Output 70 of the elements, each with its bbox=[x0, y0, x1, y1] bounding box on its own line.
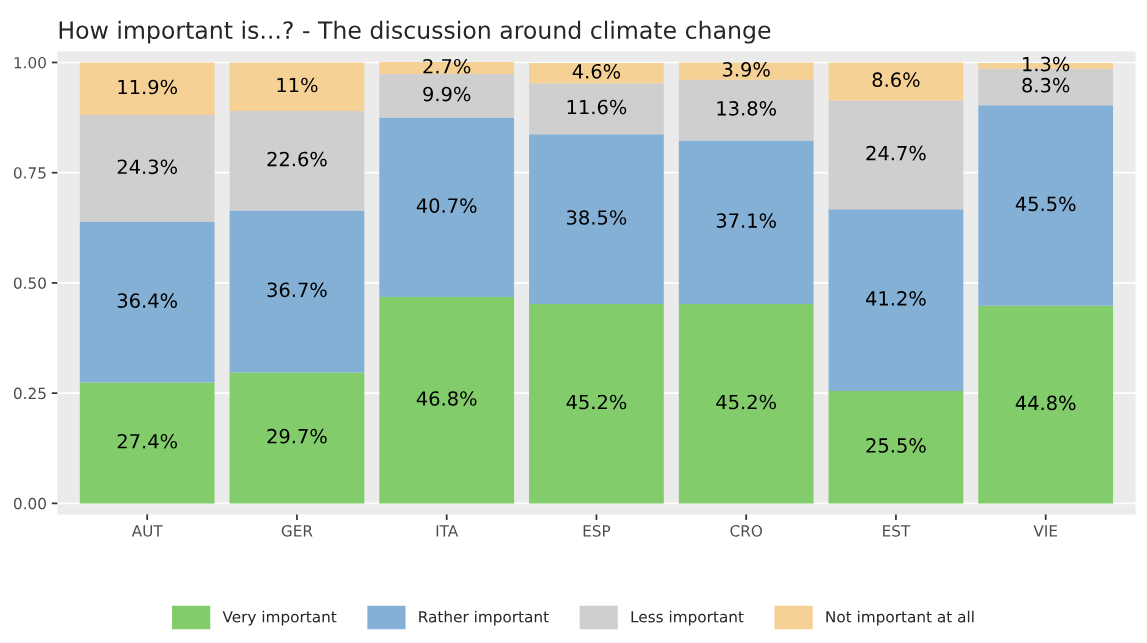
x-tick-label: CRO bbox=[730, 525, 762, 537]
x-tick-label: ESP bbox=[583, 525, 611, 537]
bar bbox=[79, 382, 215, 504]
bar bbox=[978, 305, 1114, 504]
legend-label: Rather important bbox=[419, 610, 549, 626]
data-label: 3.9% bbox=[722, 61, 770, 77]
data-label: 9.9% bbox=[423, 86, 471, 102]
data-label: 11.9% bbox=[118, 79, 178, 95]
data-label: 44.8% bbox=[1015, 395, 1076, 411]
x-tick-label: AUT bbox=[131, 525, 163, 537]
y-tick-label: 0.75 bbox=[13, 167, 46, 179]
bar bbox=[229, 210, 365, 373]
bar bbox=[828, 390, 964, 504]
y-tick-label: 0.00 bbox=[13, 497, 46, 510]
data-label: 38.5% bbox=[567, 210, 627, 225]
data-label: 36.7% bbox=[267, 282, 327, 298]
bar bbox=[79, 62, 215, 115]
data-label: 45.5% bbox=[1015, 196, 1076, 212]
x-tick-label: EST bbox=[883, 525, 911, 537]
bar bbox=[379, 117, 515, 298]
y-tick-label: 1.00 bbox=[14, 56, 46, 69]
data-label: 22.6% bbox=[267, 151, 327, 167]
bar bbox=[229, 110, 365, 211]
data-label: 36.4% bbox=[117, 293, 178, 308]
bar bbox=[379, 73, 515, 118]
bar bbox=[229, 62, 365, 111]
bar bbox=[978, 105, 1114, 306]
data-label: 11.6% bbox=[567, 99, 627, 115]
data-label: 1.3% bbox=[1023, 56, 1070, 72]
bar bbox=[828, 62, 964, 101]
bar bbox=[379, 297, 515, 504]
y-tick-label: 0.25 bbox=[13, 387, 46, 400]
data-label: 41.2% bbox=[866, 291, 926, 306]
bar bbox=[229, 372, 365, 504]
bar bbox=[79, 222, 215, 383]
data-label: 27.4% bbox=[117, 433, 178, 449]
data-label: 8.6% bbox=[872, 72, 920, 88]
legend-label: Not important at all bbox=[826, 610, 974, 626]
bar bbox=[79, 114, 215, 223]
data-label: 37.1% bbox=[716, 213, 776, 228]
chart-title: How important is...? - The discussion around climate change bbox=[59, 20, 771, 44]
y-tick-label: 0.50 bbox=[13, 277, 46, 289]
data-label: 24.3% bbox=[117, 159, 178, 175]
bar bbox=[529, 304, 664, 504]
bar bbox=[678, 140, 814, 305]
x-tick-label: GER bbox=[281, 525, 313, 537]
bar bbox=[678, 304, 814, 504]
legend-label: Less important bbox=[631, 610, 744, 626]
data-label: 46.8% bbox=[416, 391, 477, 406]
bar bbox=[529, 62, 664, 84]
data-label: 24.7% bbox=[866, 145, 926, 161]
data-label: 40.7% bbox=[416, 198, 477, 213]
x-tick-label: VIE bbox=[1033, 525, 1058, 537]
bar bbox=[529, 83, 664, 135]
x-tick-label: ITA bbox=[436, 525, 459, 537]
data-label: 11% bbox=[277, 77, 318, 93]
bar bbox=[828, 100, 964, 210]
bar bbox=[678, 62, 814, 80]
data-label: 2.7% bbox=[423, 58, 471, 74]
data-label: 13.8% bbox=[717, 101, 776, 116]
data-label: 45.2% bbox=[566, 394, 627, 410]
data-label: 25.5% bbox=[866, 438, 926, 453]
data-label: 8.3% bbox=[1022, 77, 1070, 93]
data-label: 29.7% bbox=[267, 428, 327, 444]
bar bbox=[529, 134, 664, 305]
bar bbox=[828, 209, 964, 391]
legend-label: Very important bbox=[222, 610, 337, 626]
bar bbox=[678, 79, 814, 141]
data-label: 4.6% bbox=[572, 63, 621, 79]
data-label: 45.2% bbox=[716, 394, 776, 410]
